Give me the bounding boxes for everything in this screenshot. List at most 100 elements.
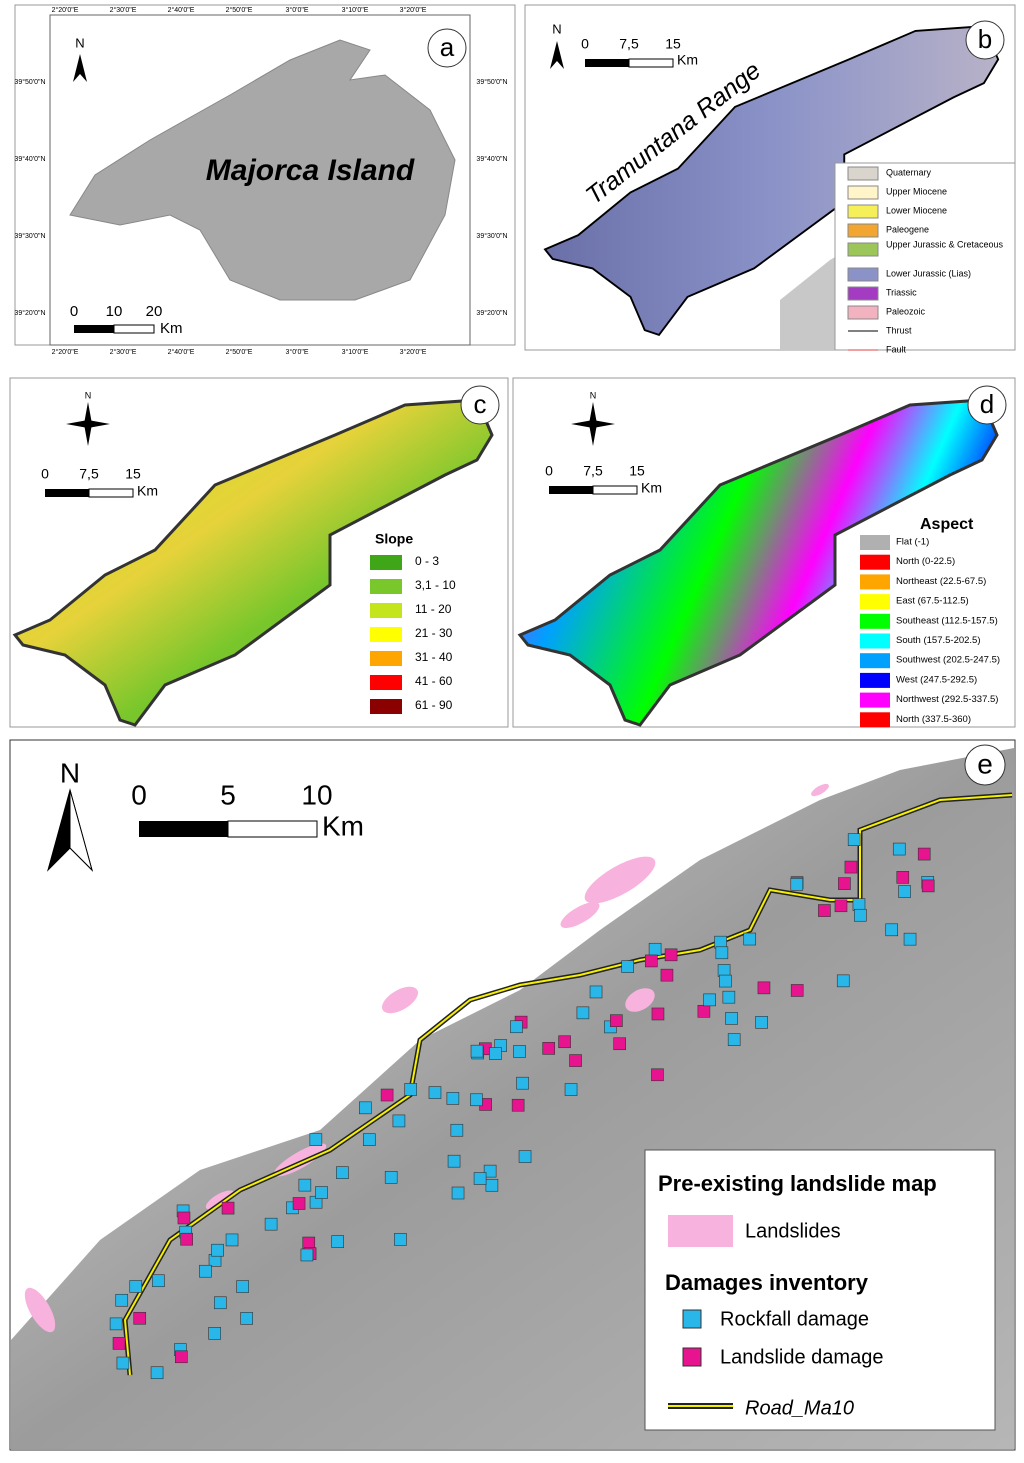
lon-label: 2°20'0"E xyxy=(52,348,79,356)
legend-label: Triassic xyxy=(886,287,917,297)
legend-label: Thrust xyxy=(886,325,912,335)
scale-label: 15 xyxy=(629,463,645,479)
legend-label: Northeast (22.5-67.5) xyxy=(896,576,986,587)
landslide-damage xyxy=(660,968,674,982)
legend-swatch xyxy=(860,672,890,688)
rockfall-damage xyxy=(719,974,732,988)
rockfall-damage xyxy=(727,1033,741,1046)
legend-swatch xyxy=(847,166,879,181)
legend-label: Fault xyxy=(886,344,907,354)
legend-swatch xyxy=(847,204,879,219)
rockfall-damage xyxy=(854,908,867,922)
rockfall-damage xyxy=(240,1312,253,1325)
rockfall-damage xyxy=(450,1123,464,1137)
scale-unit: Km xyxy=(137,483,158,499)
scale-unit: Km xyxy=(641,480,662,496)
rockfall-damage xyxy=(903,932,917,946)
legend-label: Paleogene xyxy=(886,224,929,234)
landslide-damage xyxy=(380,1088,394,1102)
landslide-damage xyxy=(292,1197,306,1210)
panel-label: a xyxy=(440,32,455,62)
legend-swatch xyxy=(847,223,879,238)
legend-swatch xyxy=(860,535,890,550)
scale-unit: Km xyxy=(677,52,698,68)
rockfall-damage xyxy=(470,1044,484,1058)
landslide-damage xyxy=(844,860,858,874)
scale-label: 7,5 xyxy=(79,466,99,482)
rockfall-damage xyxy=(715,946,729,960)
rockfall-damage xyxy=(428,1086,442,1099)
rockfall-damage xyxy=(852,898,866,911)
island xyxy=(69,39,456,301)
map-title: Majorca Island xyxy=(206,154,415,187)
legend-swatch xyxy=(860,594,890,610)
legend: Quaternary Upper Miocene Lower Miocene Pale… xyxy=(847,166,1004,354)
landslide-damage xyxy=(221,1201,235,1215)
lat-label: 39°50'0"N xyxy=(14,78,45,86)
legend-label: Upper Jurassic & Cretaceous xyxy=(886,239,1004,249)
rockfall-damage xyxy=(836,974,850,988)
landslide-damage xyxy=(838,877,851,890)
legend-label: Southwest (202.5-247.5) xyxy=(896,655,1000,666)
rockfall-damage xyxy=(447,1154,461,1168)
rockfall-damage xyxy=(892,842,906,856)
rockfall-damage xyxy=(152,1274,165,1288)
legend-swatch xyxy=(860,613,890,629)
scale-bar xyxy=(113,324,155,334)
landslide-damage xyxy=(610,1014,623,1028)
rockfall-damage xyxy=(315,1186,328,1199)
legend: Flat (-1) North (0-22.5) Northeast (22.5-6… xyxy=(860,535,1000,728)
rockfall-damage xyxy=(473,1172,487,1185)
panel-label: b xyxy=(978,24,992,54)
scale-bar xyxy=(139,821,228,837)
panel-a: a Majorca Island N 0 10 20 Km 2°20'0"E 2°… xyxy=(14,4,516,356)
legend-label: 21 - 30 xyxy=(415,626,453,640)
landslide-damage xyxy=(645,954,658,968)
scale-label: 0 xyxy=(131,779,147,810)
landslide-area xyxy=(811,783,829,797)
legend-swatch xyxy=(370,627,402,642)
lon-label: 3°20'0"E xyxy=(400,6,427,14)
lon-label: 2°30'0"E xyxy=(110,6,137,14)
legend-label: East (67.5-112.5) xyxy=(896,596,969,607)
rockfall-damage xyxy=(404,1083,418,1096)
damage-markers xyxy=(109,833,935,1380)
landslide-damage xyxy=(651,1068,664,1082)
scale-bar xyxy=(45,489,89,497)
lon-label: 2°40'0"E xyxy=(168,348,195,356)
rockfall-damage xyxy=(790,878,804,891)
rockfall-damage xyxy=(576,1006,590,1020)
rockfall-damage xyxy=(703,993,716,1007)
rockfall-damage xyxy=(717,964,731,977)
lat-label: 39°20'0"N xyxy=(476,309,507,317)
rockfall-damage xyxy=(510,1020,523,1034)
legend-swatch xyxy=(860,554,890,570)
legend-swatch xyxy=(370,579,402,594)
rockfall-damage xyxy=(384,1171,398,1184)
scale-bar xyxy=(74,325,114,333)
legend-swatch xyxy=(370,651,402,666)
legend-swatch xyxy=(682,1309,702,1329)
legend-swatch xyxy=(847,267,879,282)
landslide-area xyxy=(584,856,656,904)
lat-label: 39°50'0"N xyxy=(476,78,507,86)
scale-label: 15 xyxy=(125,466,141,482)
rockfall-damage xyxy=(470,1093,483,1107)
scale-label: 0 xyxy=(70,303,78,320)
legend-label: South (157.5-202.5) xyxy=(896,635,981,646)
rockfall-damage xyxy=(755,1016,768,1029)
legend-label: Landslides xyxy=(745,1220,841,1242)
legend-label: West (247.5-292.5) xyxy=(896,674,977,685)
rockfall-damage xyxy=(150,1366,164,1380)
lon-label: 3°20'0"E xyxy=(400,348,427,356)
rockfall-damage xyxy=(115,1293,129,1307)
compass xyxy=(571,420,615,428)
north-label: N xyxy=(552,21,561,36)
rockfall-damage xyxy=(483,1164,497,1178)
lon-label: 2°30'0"E xyxy=(110,348,137,356)
legend-label: 0 - 3 xyxy=(415,554,439,568)
legend-label: Rockfall damage xyxy=(720,1308,869,1330)
panel-c: c N 0 7,5 15 Km Slope 0 - 3 3,1 - 10 11 - … xyxy=(9,377,509,728)
rockfall-damage xyxy=(898,885,911,898)
lon-label: 3°0'0"E xyxy=(286,6,309,14)
